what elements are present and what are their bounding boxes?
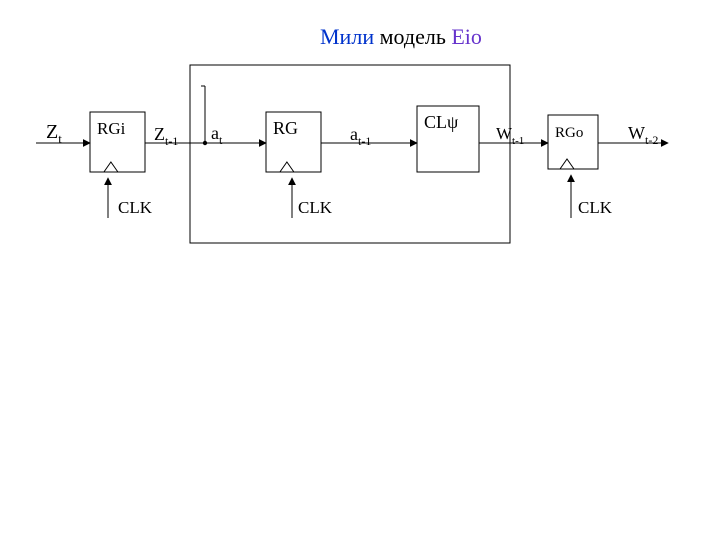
signal-at-1: at-1	[350, 124, 371, 148]
signal-Zt-1: Zt-1	[154, 124, 178, 148]
junction-dot	[203, 141, 207, 145]
clk-label-0: CLK	[118, 198, 153, 217]
block-label-rgi: RGi	[97, 119, 126, 138]
clk-label-1: CLK	[298, 198, 333, 217]
clk-wedge-rg	[280, 162, 294, 172]
block-rg: RG	[266, 112, 321, 172]
block-label-rg: RG	[273, 118, 298, 138]
block-rgo: RGo	[548, 115, 598, 169]
clk-label-2: CLK	[578, 198, 613, 217]
block-label-rgo: RGo	[555, 125, 583, 141]
mealy-core-box	[190, 65, 510, 243]
clk-wedge-rgo	[560, 159, 574, 169]
clk-wedge-rgi	[104, 162, 118, 172]
block-rgi: RGi	[90, 112, 145, 172]
block-cl: CLψ	[417, 106, 479, 172]
block-label-cl: CLψ	[424, 112, 459, 132]
diagram-title: Мили модель Eio	[320, 24, 482, 49]
signal-Zt: Zt	[46, 121, 62, 146]
